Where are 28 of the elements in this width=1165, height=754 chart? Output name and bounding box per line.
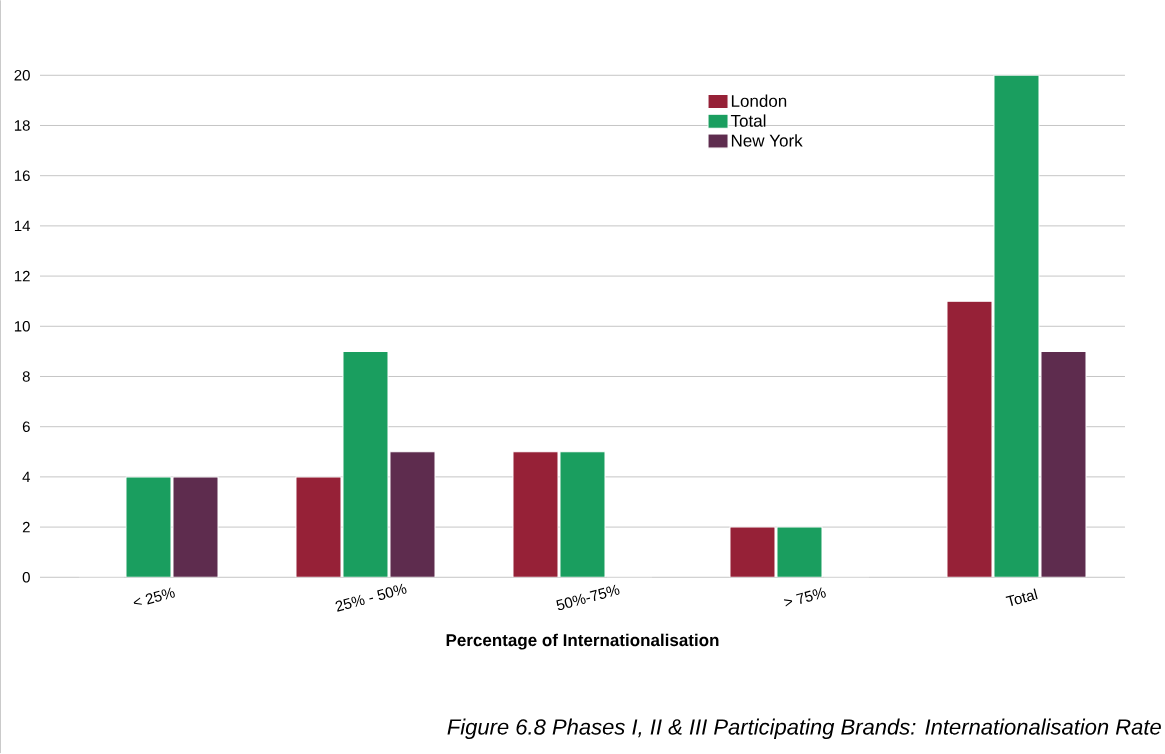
y-tick-label: 16	[14, 170, 30, 182]
caption: Figure 6.8 Phases I, II & III Participating Brands: Internationalisation Rate	[447, 718, 1161, 740]
bar	[1040, 351, 1087, 578]
x-tick-label: > 75%	[783, 587, 826, 607]
bar	[729, 526, 776, 578]
y-tick-label: 20	[14, 70, 30, 81]
legend-label: London	[731, 94, 787, 108]
y-tick-label: 12	[14, 271, 30, 282]
bar	[389, 451, 436, 578]
y-tick-label: 6	[22, 421, 30, 433]
y-tick-label: 8	[22, 371, 30, 382]
x-tick-label: 25% - 50%	[335, 583, 407, 612]
y-tick-label: 14	[14, 220, 31, 232]
bar	[946, 300, 993, 578]
y-tick-label: 2	[22, 522, 30, 533]
x-axis-title: Percentage of Internationalisation	[446, 633, 719, 650]
y-tick-label: 18	[14, 120, 30, 131]
y-tick-label: 4	[22, 471, 31, 483]
x-tick-label: Total	[1005, 588, 1038, 607]
x-tick-label: 50%-75%	[556, 584, 620, 611]
bar	[172, 476, 219, 578]
y-tick-label: 0	[22, 572, 30, 583]
bar	[512, 451, 559, 578]
y-tick-label: 10	[14, 321, 30, 332]
x-tick-label: < 25%	[133, 587, 175, 605]
legend-label: Total	[730, 114, 766, 128]
legend-label: New York	[731, 134, 803, 147]
bar	[295, 476, 342, 578]
